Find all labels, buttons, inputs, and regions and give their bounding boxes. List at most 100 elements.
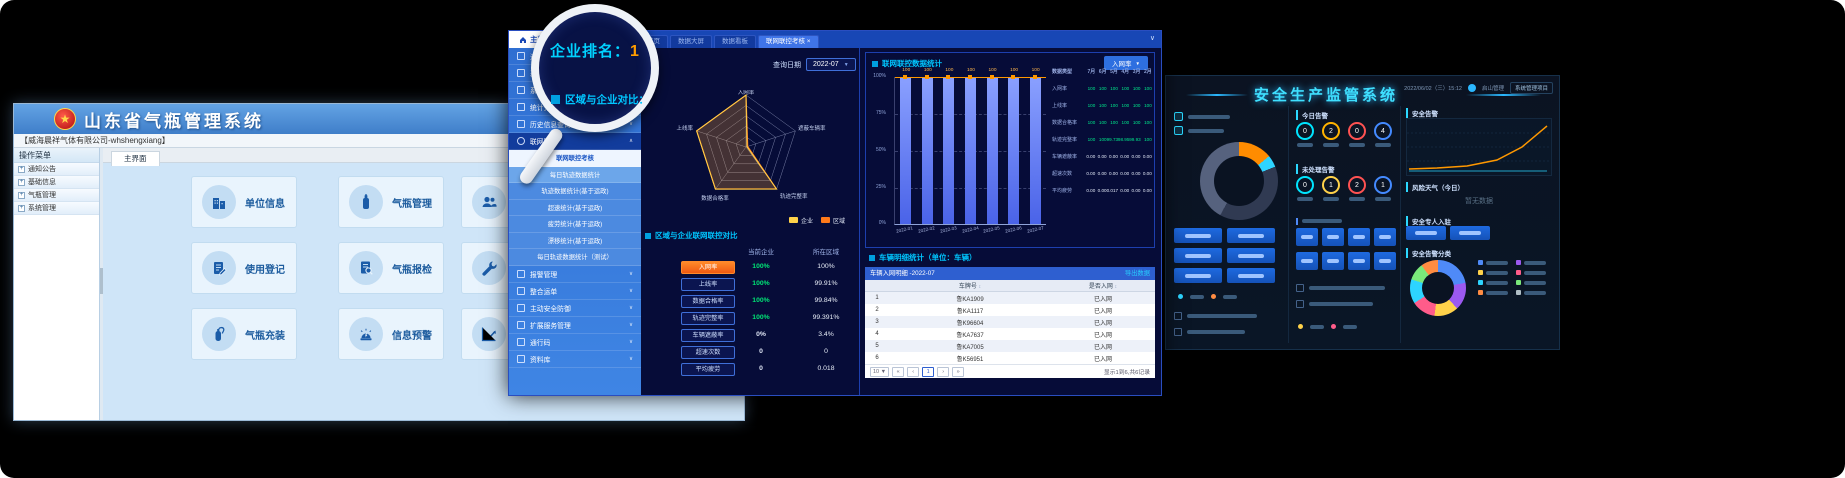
sidebar-item[interactable]: 主动安全防御 ∨ [509, 300, 641, 317]
radar-axis-label: 遮蔽车辆率 [798, 124, 826, 132]
mini-legend [1178, 294, 1237, 299]
legend-item [1516, 270, 1550, 275]
next-page-button[interactable]: › [937, 366, 950, 377]
job-button[interactable] [1348, 228, 1370, 246]
job-button[interactable] [1322, 228, 1344, 246]
list-item[interactable] [1296, 284, 1385, 292]
legend-item: 企业 [789, 216, 813, 225]
current-page[interactable]: 1 [922, 366, 935, 377]
metric-pill[interactable]: 轨迹完整率 [681, 312, 735, 325]
job-button[interactable] [1296, 252, 1318, 270]
job-button[interactable] [1296, 228, 1318, 246]
gas-sidebar-item[interactable]: + 通知公告 [14, 163, 99, 176]
chevron-down-icon: ∨ [628, 321, 633, 328]
gas-sidebar-item[interactable]: + 气瓶管理 [14, 189, 99, 202]
job-button[interactable] [1374, 252, 1396, 270]
specialist-button[interactable] [1406, 226, 1446, 240]
panel-jobs [1296, 218, 1342, 225]
submenu-item[interactable]: 每日轨迹数据统计 [509, 166, 641, 183]
tab-network-assessment[interactable]: 联网联控考核 × [757, 35, 819, 48]
last-page-button[interactable]: » [952, 366, 965, 377]
gas-sidebar-item[interactable]: + 系统管理 [14, 202, 99, 215]
vehicle-row[interactable]: 4 鲁KA7637 已入网 [865, 328, 1155, 340]
compare-row: 上线率 100% 99.91% [641, 277, 859, 294]
gas-sidebar-items: + 通知公告 + 基础信息 + 气瓶管理 [14, 163, 99, 215]
submenu-item[interactable]: 漂移统计(基于运政) [509, 232, 641, 249]
first-page-button[interactable]: « [892, 366, 905, 377]
bar-2022-06: 100 [1008, 68, 1020, 224]
tab-item[interactable]: 数据看板 [713, 35, 756, 48]
submenu-item-label: 疲劳统计(基于运政) [547, 221, 603, 229]
action-button[interactable] [1174, 228, 1222, 243]
card-unit-info[interactable]: 单位信息 [191, 176, 297, 228]
topbar-caret-icon[interactable]: ∨ [1149, 35, 1155, 42]
submenu-item[interactable]: 轨迹数据统计(基于运政) [509, 183, 641, 200]
action-button[interactable] [1227, 248, 1275, 263]
company-value: 0 [759, 365, 763, 372]
prev-page-button[interactable]: ‹ [907, 366, 920, 377]
expand-plus-icon[interactable]: + [18, 178, 25, 186]
vehicle-row[interactable]: 5 鲁KA7005 已入网 [865, 340, 1155, 352]
card-info-warning[interactable]: 信息预警 [338, 308, 444, 360]
globe-icon [517, 137, 525, 145]
sidebar-item[interactable]: 通行码 ∨ [509, 334, 641, 351]
today-rings: 0 2 0 4 [1296, 122, 1392, 147]
vehicle-row[interactable]: 6 鲁K56951 已入网 [865, 352, 1155, 364]
vehicle-row[interactable]: 3 鲁K96604 已入网 [865, 316, 1155, 328]
tab-main-screen[interactable]: 主界面 [111, 151, 160, 166]
job-button[interactable] [1348, 252, 1370, 270]
query-date-select[interactable]: 2022-07 ▼ [806, 58, 856, 71]
network-status: 已入网 [1093, 344, 1112, 351]
sidebar-item[interactable]: 报警管理 ∨ [509, 266, 641, 283]
metric-pill[interactable]: 车辆遮蔽率 [681, 329, 735, 342]
job-button[interactable] [1322, 252, 1344, 270]
metric-selector[interactable]: 入网率 ▼ [1104, 56, 1148, 70]
metric-pill[interactable]: 数据合格率 [681, 295, 735, 308]
tab-item[interactable]: 数据大屏 [669, 35, 712, 48]
safety-user[interactable]: 启山管理 [1481, 86, 1504, 92]
page-size-select[interactable]: 10 ▼ [870, 366, 890, 377]
card-cylinder-inspect[interactable]: 气瓶报检 [338, 242, 444, 294]
sidebar-item[interactable]: 资料库 ∨ [509, 351, 641, 368]
job-button[interactable] [1374, 228, 1396, 246]
action-button[interactable] [1174, 248, 1222, 263]
sidebar-splitter[interactable] [100, 148, 103, 420]
action-button[interactable] [1227, 268, 1275, 283]
metric-pill[interactable]: 入网率 [681, 261, 735, 274]
sidebar-item-network-control[interactable]: 联网联控 ∧ [509, 133, 641, 150]
stat-ring: 1 [1374, 176, 1392, 201]
submenu-item[interactable]: 疲劳统计(基于运政) [509, 216, 641, 233]
card-cylinder-mgmt[interactable]: 气瓶管理 [338, 176, 444, 228]
sidebar-item[interactable]: 整合运单 ∨ [509, 283, 641, 300]
gas-sidebar-item[interactable]: + 基础信息 [14, 176, 99, 189]
card-cylinder-filling[interactable]: 气瓶充装 [191, 308, 297, 360]
bar-chart-x-axis: 2022-01 2022-02 2022-03 2022-04 2022-05 … [896, 225, 1044, 234]
expand-plus-icon[interactable]: + [18, 191, 25, 199]
sidebar-item[interactable]: 历史信息查询 ∨ [509, 116, 641, 133]
national-emblem-icon: ★ [54, 108, 76, 130]
building-icon [202, 185, 236, 219]
vehicle-row[interactable]: 1 鲁KA1909 已入网 [865, 292, 1155, 304]
submenu-item[interactable]: 每日轨迹数据统计（测试） [509, 249, 641, 266]
export-data-button[interactable]: 导出数据 [1124, 270, 1150, 277]
action-button[interactable] [1227, 228, 1275, 243]
list-item[interactable] [1174, 328, 1245, 336]
metric-pill[interactable]: 超速次数 [681, 346, 735, 359]
metric-pill[interactable]: 平均疲劳 [681, 363, 735, 376]
system-link[interactable]: 系统管理项目 [1509, 82, 1553, 94]
submenu-item[interactable]: 超速统计(基于运政) [509, 199, 641, 216]
action-button[interactable] [1174, 268, 1222, 283]
list-item[interactable] [1296, 300, 1373, 308]
content-tabs: 首页 数据大屏 数据看板 联网联控考核 × [638, 31, 819, 48]
card-use-register[interactable]: 使用登记 [191, 242, 297, 294]
metric-pill[interactable]: 上线率 [681, 278, 735, 291]
sidebar-item-label: 通行码 [530, 339, 551, 347]
sidebar-item[interactable]: 扩展服务管理 ∨ [509, 317, 641, 334]
list-item[interactable] [1174, 312, 1257, 320]
expand-plus-icon[interactable]: + [18, 165, 25, 173]
specialist-button[interactable] [1450, 226, 1490, 240]
vehicle-row[interactable]: 2 鲁KA1117 已入网 [865, 304, 1155, 316]
expand-plus-icon[interactable]: + [18, 204, 25, 212]
stats-panel-title: 联网联控数据统计 [872, 58, 942, 69]
company-value: 0 [759, 348, 763, 355]
